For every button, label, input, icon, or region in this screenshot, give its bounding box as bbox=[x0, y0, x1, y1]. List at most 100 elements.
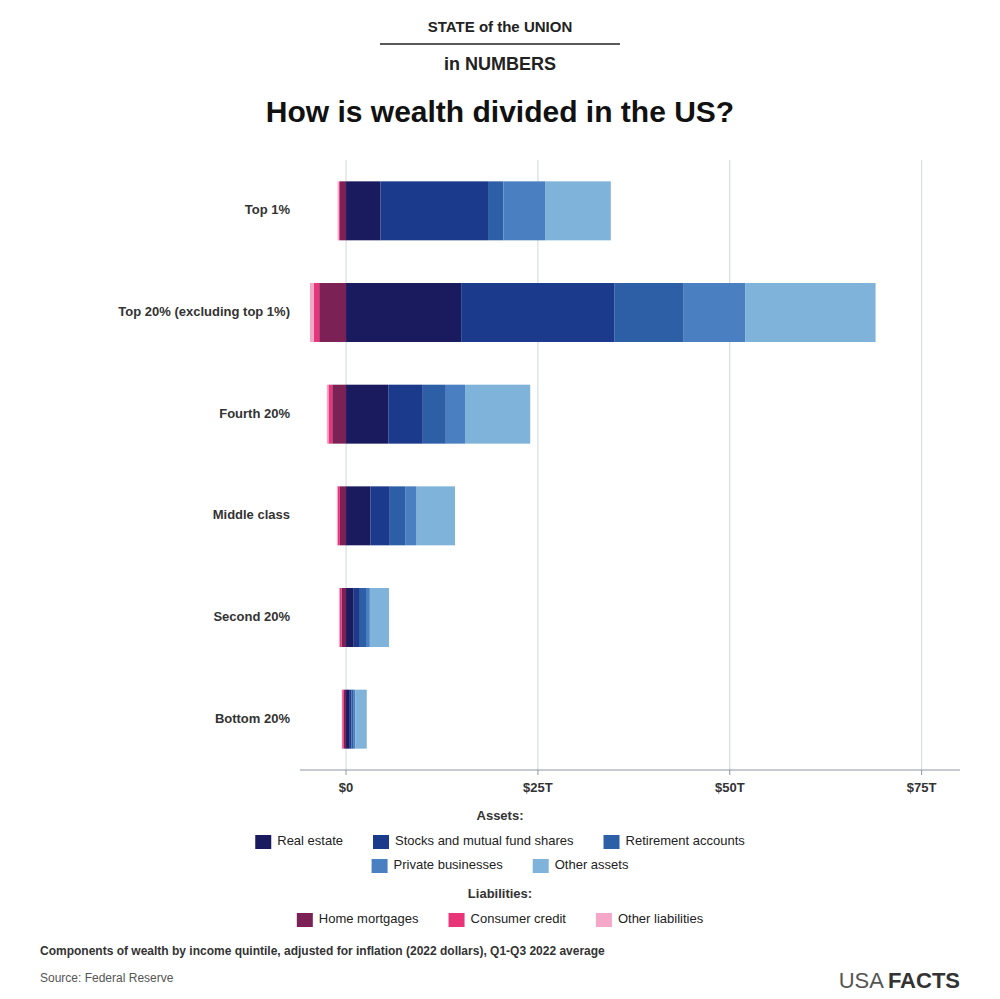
legend-label: Home mortgages bbox=[319, 911, 419, 926]
legend-swatch bbox=[255, 835, 271, 849]
legend-item: Other assets bbox=[533, 857, 629, 873]
bar bbox=[503, 181, 545, 240]
legend-swatch bbox=[533, 859, 549, 873]
bar bbox=[355, 690, 367, 749]
grid-line bbox=[729, 160, 730, 770]
bar bbox=[344, 690, 346, 749]
bar bbox=[332, 385, 346, 444]
legend-label: Stocks and mutual fund shares bbox=[395, 833, 574, 848]
bar bbox=[370, 588, 389, 647]
bar bbox=[346, 385, 388, 444]
category-label: Second 20% bbox=[213, 609, 290, 624]
bar bbox=[354, 588, 360, 647]
bar bbox=[360, 588, 366, 647]
bar bbox=[346, 181, 381, 240]
x-tick bbox=[729, 770, 730, 775]
legend-swatch bbox=[449, 913, 465, 927]
bar bbox=[423, 385, 446, 444]
bar bbox=[346, 283, 461, 342]
legend-row: Home mortgages Consumer credit Other liabi… bbox=[297, 911, 704, 927]
x-tick bbox=[921, 770, 922, 775]
bar bbox=[366, 588, 370, 647]
category-label: Middle class bbox=[213, 507, 290, 522]
bar bbox=[340, 181, 346, 240]
footnote: Components of wealth by income quintile,… bbox=[40, 944, 605, 958]
legend-swatch bbox=[373, 835, 389, 849]
bar bbox=[354, 690, 356, 749]
source: Source: Federal Reserve bbox=[40, 971, 174, 985]
bar bbox=[346, 486, 371, 545]
legend-item: Consumer credit bbox=[449, 911, 567, 927]
bar bbox=[371, 486, 390, 545]
grid-line bbox=[537, 160, 538, 770]
legend-row: Private businesses Other assets bbox=[372, 857, 629, 873]
bar bbox=[405, 486, 417, 545]
bar bbox=[615, 283, 684, 342]
legend-label: Other assets bbox=[555, 857, 629, 872]
x-tick-label: $0 bbox=[339, 780, 353, 795]
category-label: Top 20% (excluding top 1%) bbox=[118, 304, 290, 319]
grid-line bbox=[346, 160, 347, 770]
bar bbox=[338, 588, 340, 647]
legend-swatch bbox=[372, 859, 388, 873]
bar bbox=[745, 283, 875, 342]
bar bbox=[328, 385, 332, 444]
category-label: Top 1% bbox=[245, 202, 291, 217]
legend-swatch bbox=[297, 913, 313, 927]
legend-swatch bbox=[604, 835, 620, 849]
header-divider bbox=[380, 43, 620, 45]
bar bbox=[351, 690, 353, 749]
legend-label: Other liabilities bbox=[618, 911, 704, 926]
title: How is wealth divided in the US? bbox=[266, 95, 734, 128]
bar bbox=[488, 181, 503, 240]
x-axis-line bbox=[300, 770, 960, 771]
bar bbox=[461, 283, 614, 342]
legend-heading: Assets: bbox=[477, 808, 524, 823]
legend-row: Real estate Stocks and mutual fund shares… bbox=[255, 833, 745, 849]
legend-label: Private businesses bbox=[394, 857, 504, 872]
bar bbox=[684, 283, 745, 342]
bar bbox=[338, 486, 340, 545]
bar bbox=[417, 486, 455, 545]
x-tick-label: $50T bbox=[715, 780, 745, 795]
bar bbox=[319, 283, 346, 342]
legend-swatch bbox=[596, 913, 612, 927]
legend-heading: Liabilities: bbox=[468, 886, 532, 901]
bar bbox=[339, 181, 340, 240]
bar bbox=[388, 385, 423, 444]
bar bbox=[336, 486, 338, 545]
bar bbox=[340, 486, 346, 545]
legend-label: Real estate bbox=[277, 833, 343, 848]
bar bbox=[342, 690, 344, 749]
bars bbox=[310, 181, 876, 748]
bar bbox=[446, 385, 465, 444]
legend-item: Other liabilities bbox=[596, 911, 704, 927]
header: STATE of the UNION bbox=[428, 18, 572, 35]
bar bbox=[465, 385, 530, 444]
bar bbox=[349, 690, 351, 749]
legend-label: Retirement accounts bbox=[626, 833, 746, 848]
legend-label: Consumer credit bbox=[471, 911, 567, 926]
header: in NUMBERS bbox=[444, 54, 556, 74]
legend-item: Stocks and mutual fund shares bbox=[373, 833, 574, 849]
bar bbox=[314, 283, 319, 342]
category-label: Fourth 20% bbox=[219, 406, 290, 421]
legend-item: Real estate bbox=[255, 833, 343, 849]
bar bbox=[341, 588, 346, 647]
bar bbox=[341, 690, 342, 749]
bar bbox=[346, 588, 354, 647]
x-tick-label: $25T bbox=[523, 780, 553, 795]
legend-item: Retirement accounts bbox=[604, 833, 746, 849]
legend-item: Home mortgages bbox=[297, 911, 419, 927]
chart: STATE of the UNION in NUMBERS How is wealt… bbox=[0, 0, 1000, 999]
bar bbox=[381, 181, 488, 240]
bar bbox=[310, 283, 314, 342]
legend-item: Private businesses bbox=[372, 857, 504, 873]
x-tick bbox=[537, 770, 538, 775]
bar bbox=[338, 181, 339, 240]
x-tick bbox=[346, 770, 347, 775]
category-label: Bottom 20% bbox=[215, 711, 291, 726]
bar bbox=[546, 181, 611, 240]
bar bbox=[390, 486, 405, 545]
grid-line bbox=[921, 160, 922, 770]
